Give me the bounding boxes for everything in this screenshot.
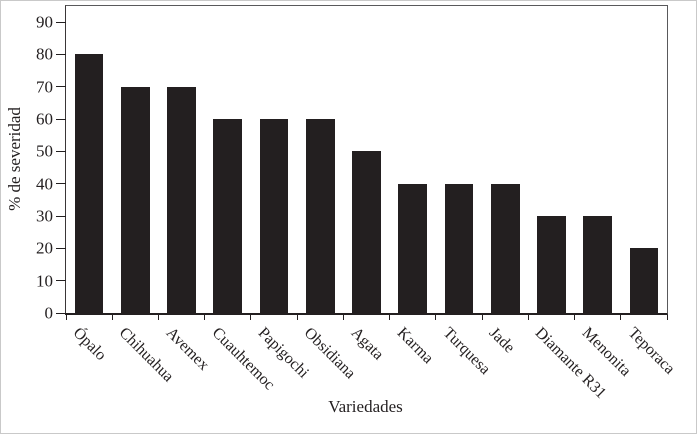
x-axis-title: Variedades [328, 397, 403, 416]
x-tick-mark [620, 315, 622, 320]
y-tick-label: 60 [36, 109, 53, 129]
y-tick-label: 50 [36, 141, 53, 161]
bar [583, 216, 613, 313]
x-tick-mark [65, 315, 67, 320]
y-tick-label: 90 [36, 12, 53, 32]
x-tick-mark [296, 315, 298, 320]
y-axis-title: % de severidad [5, 107, 24, 211]
bar-slot [112, 6, 158, 313]
bar [213, 119, 243, 313]
y-tick-label: 80 [36, 44, 53, 64]
x-tick-mark [666, 315, 668, 320]
bar-slot [297, 6, 343, 313]
y-axis-title-container: % de severidad [1, 5, 29, 313]
x-tick-mark [389, 315, 391, 320]
y-tick-mark [56, 280, 66, 282]
bar-slot [621, 6, 667, 313]
bar [121, 86, 150, 313]
x-tick-mark [204, 315, 206, 320]
bar-slot [343, 6, 389, 313]
x-tick-mark [111, 315, 113, 320]
y-tick-label: 0 [44, 303, 54, 323]
x-tick-mark [157, 315, 159, 320]
bar [74, 54, 104, 313]
x-tick-mark [527, 315, 529, 320]
x-tick-mark [435, 315, 437, 320]
y-tick-label: 10 [36, 271, 53, 291]
y-tick-mark [56, 247, 66, 249]
bar-slot [66, 6, 112, 313]
x-category-label: Jade [485, 324, 519, 357]
plot-area: 0 10 20 30 40 50 60 70 80 90 Ópalo Chihuahua Avemex C… [36, 5, 678, 402]
x-category-label: Karma [393, 324, 437, 368]
bar [398, 183, 428, 313]
bar-slot [528, 6, 574, 313]
x-category-label: Turquesa [439, 324, 494, 379]
x-category-label: Teporaca [624, 324, 678, 378]
bar-slot [390, 6, 436, 313]
y-tick-mark [56, 86, 66, 88]
bar-slot [251, 6, 297, 313]
y-tick-label: 40 [36, 174, 53, 194]
bars-container [66, 6, 667, 313]
bar [305, 119, 335, 313]
bar [444, 183, 474, 313]
bar-slot [575, 6, 621, 313]
x-tick-mark [250, 315, 252, 320]
y-tick-mark [56, 21, 66, 23]
y-tick-mark [56, 150, 66, 152]
bar [490, 183, 520, 313]
bar [352, 151, 381, 313]
bar [629, 248, 659, 313]
x-tick-mark [481, 315, 483, 320]
y-tick-mark [56, 215, 66, 217]
x-tick-mark [342, 315, 344, 320]
bar-slot [436, 6, 482, 313]
y-tick-label: 30 [36, 206, 53, 226]
y-tick-mark [56, 53, 66, 55]
x-category-label: Ópalo [69, 324, 110, 364]
y-tick-mark [56, 118, 66, 120]
bar-slot [205, 6, 251, 313]
y-tick-label: 20 [36, 238, 53, 258]
y-tick-label: 70 [36, 77, 53, 97]
bar-slot [482, 6, 528, 313]
bar [537, 216, 566, 313]
bar-slot [158, 6, 204, 313]
y-tick-mark [56, 183, 66, 185]
y-tick-mark [56, 312, 66, 314]
bar [167, 86, 196, 313]
x-tick-mark [574, 315, 576, 320]
bar [259, 119, 289, 313]
x-category-label: Agata [347, 324, 387, 364]
